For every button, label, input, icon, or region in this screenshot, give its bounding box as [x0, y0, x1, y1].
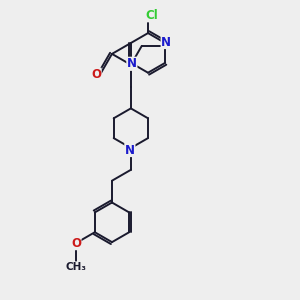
Text: N: N [125, 143, 135, 157]
Text: CH₃: CH₃ [65, 262, 86, 272]
Text: N: N [161, 35, 171, 49]
Text: N: N [127, 57, 137, 70]
Text: Cl: Cl [146, 9, 158, 22]
Text: O: O [71, 237, 81, 250]
Text: O: O [91, 68, 101, 81]
